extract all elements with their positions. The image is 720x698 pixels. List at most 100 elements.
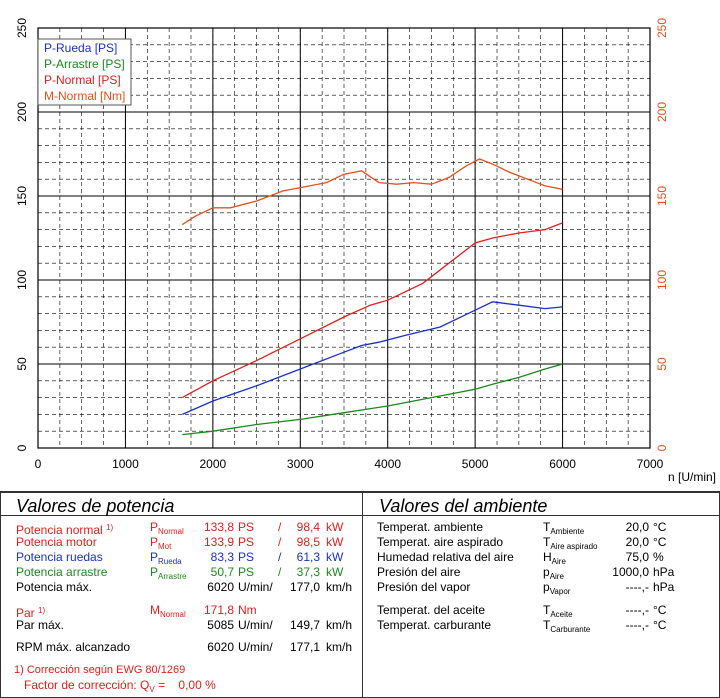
rpm-unit: U/min/ — [238, 640, 273, 654]
x-tick-label: 5000 — [462, 457, 489, 471]
ambient-row: Temperat. aire aspirado TAire aspirado 20,… — [377, 535, 717, 551]
title-underline — [0, 515, 720, 516]
torque-unit2: km/h — [326, 618, 353, 632]
power-value2: 61,3 — [296, 550, 320, 564]
ambient-unit: °C — [653, 520, 667, 534]
power-label: Potencia motor — [16, 535, 97, 549]
y-right-tick-label: 100 — [655, 270, 669, 290]
x-axis: 0 1000 2000 3000 4000 5000 6000 7000 — [35, 457, 664, 471]
rpm-label: RPM máx. alcanzado — [16, 640, 131, 654]
ambient-value: ----,- — [625, 580, 649, 594]
torque-unit: Nm — [238, 603, 257, 617]
ambient-unit: hPa — [653, 580, 675, 594]
power-value: 50,7 — [210, 565, 234, 579]
ambient-symbol: pAire — [543, 565, 564, 581]
power-row: Potencia arrastre PArrastre 50,7 PS / 37,3 kW — [16, 565, 356, 581]
power-value2: 177,0 — [289, 580, 320, 594]
ambient-value: ----,- — [625, 603, 649, 617]
power-unit: PS — [238, 520, 255, 534]
x-tick-label: 0 — [35, 457, 42, 471]
ambient-value: 75,0 — [625, 550, 649, 564]
ambient-label: Temperat. del aceite — [377, 603, 486, 617]
ambient-symbol: HAire — [543, 550, 566, 566]
ambient-row: Presión del vapor pVapor ----,- hPa — [377, 580, 717, 596]
torque-row: Par 1) MNormal 171,8 Nm — [16, 603, 356, 620]
ambient-row: Humedad relativa del aire HAire 75,0% — [377, 550, 717, 566]
legend-entry-arrastre: P-Arrastre [PS] — [44, 57, 125, 71]
power-unit2: kW — [326, 520, 344, 534]
footnote-correction: 1) Corrección según EWG 80/1269 — [14, 664, 186, 676]
power-value2: 37,3 — [296, 565, 320, 579]
ambient-label: Humedad relativa del aire — [377, 550, 514, 564]
y-left-tick-label: 100 — [15, 270, 29, 290]
factor-label: Factor de corrección: Q — [24, 678, 150, 692]
power-value2: 98,4 — [296, 520, 320, 534]
x-axis-label: n [U/min] — [668, 470, 716, 484]
power-value: 83,3 — [210, 550, 234, 564]
torque-value: 171,8 — [203, 603, 234, 617]
ambient-value: ----,- — [625, 618, 649, 632]
x-tick-label: 7000 — [637, 457, 664, 471]
torque-label: Par máx. — [16, 618, 65, 632]
power-unit2: kW — [326, 565, 344, 579]
ambient-value: 1000,0 — [612, 565, 649, 579]
y-left-tick-label: 0 — [15, 444, 29, 451]
legend-entry-torque: M-Normal [Nm] — [44, 89, 125, 103]
x-tick-label: 2000 — [200, 457, 227, 471]
y-right-tick-label: 150 — [655, 186, 669, 206]
ambient-label: Temperat. ambiente — [377, 520, 484, 534]
power-separator: / — [278, 550, 282, 564]
left-y-axis: 0 50 100 150 200 250 — [15, 18, 29, 452]
power-label: Potencia máx. — [16, 580, 93, 594]
power-unit: PS — [238, 565, 255, 579]
panel-divider — [362, 493, 363, 697]
power-unit: PS — [238, 535, 255, 549]
series-line-2 — [181, 222, 563, 399]
ambient-symbol: pVapor — [543, 580, 571, 596]
power-value2: 98,5 — [296, 535, 320, 549]
y-right-tick-label: 200 — [655, 102, 669, 122]
x-tick-label: 1000 — [112, 457, 139, 471]
ambient-panel: Valores del ambiente Temperat. ambiente T… — [363, 493, 720, 697]
ambient-unit: °C — [653, 535, 667, 549]
power-symbol: PMot — [150, 535, 172, 551]
ambient-value: 20,0 — [625, 535, 649, 549]
power-separator: / — [278, 535, 282, 549]
power-panel-title: Valores de potencia — [16, 496, 175, 516]
y-left-tick-label: 200 — [15, 102, 29, 122]
torque-value: 5085 — [207, 618, 234, 632]
rpm-row: RPM máx. alcanzado 6020 U/min/ 177,1 km/… — [16, 640, 356, 655]
ambient-unit: hPa — [653, 565, 675, 579]
power-symbol: PArrastre — [150, 565, 187, 581]
y-left-tick-label: 150 — [15, 186, 29, 206]
series-line-1 — [182, 363, 563, 436]
power-symbol: PNormal — [150, 520, 184, 536]
y-right-tick-label: 0 — [655, 444, 669, 451]
ambient-label: Temperat. carburante — [377, 618, 492, 632]
factor-value: = 0,00 % — [158, 678, 216, 692]
torque-unit: U/min/ — [238, 618, 273, 632]
power-panel: Valores de potencia Potencia normal 1) PN… — [0, 493, 362, 697]
power-separator: / — [278, 565, 282, 579]
power-separator: / — [278, 520, 282, 534]
ambient-row: Temperat. carburante TCarburante ----,- °C — [377, 618, 717, 634]
power-value: 6020 — [207, 580, 234, 594]
right-y-axis: 0 50 100 150 200 250 — [655, 18, 669, 452]
y-right-tick-label: 50 — [655, 357, 669, 371]
rpm-value: 6020 — [207, 640, 234, 654]
power-row: Potencia máx. 6020 U/min/177,0 km/h — [16, 580, 356, 595]
x-tick-label: 6000 — [549, 457, 576, 471]
ambient-symbol: TCarburante — [543, 618, 591, 634]
series-line-0 — [182, 301, 563, 415]
ambient-symbol: TAceite — [543, 603, 573, 619]
series-line-3 — [181, 158, 563, 226]
ambient-panel-title: Valores del ambiente — [379, 496, 548, 516]
footnote-factor: Factor de corrección: QV = 0,00 % — [24, 678, 216, 694]
dyno-chart: 0 50 100 150 200 250 0 50 100 150 200 250 0 1000 200… — [15, 18, 716, 484]
torque-row: Par máx. 5085 U/min/149,7 km/h — [16, 618, 356, 633]
ambient-unit: °C — [653, 603, 667, 617]
power-unit2: kW — [326, 535, 344, 549]
power-unit2: km/h — [326, 580, 353, 594]
legend-entry-rueda: P-Rueda [PS] — [44, 41, 117, 55]
ambient-value: 20,0 — [625, 520, 649, 534]
